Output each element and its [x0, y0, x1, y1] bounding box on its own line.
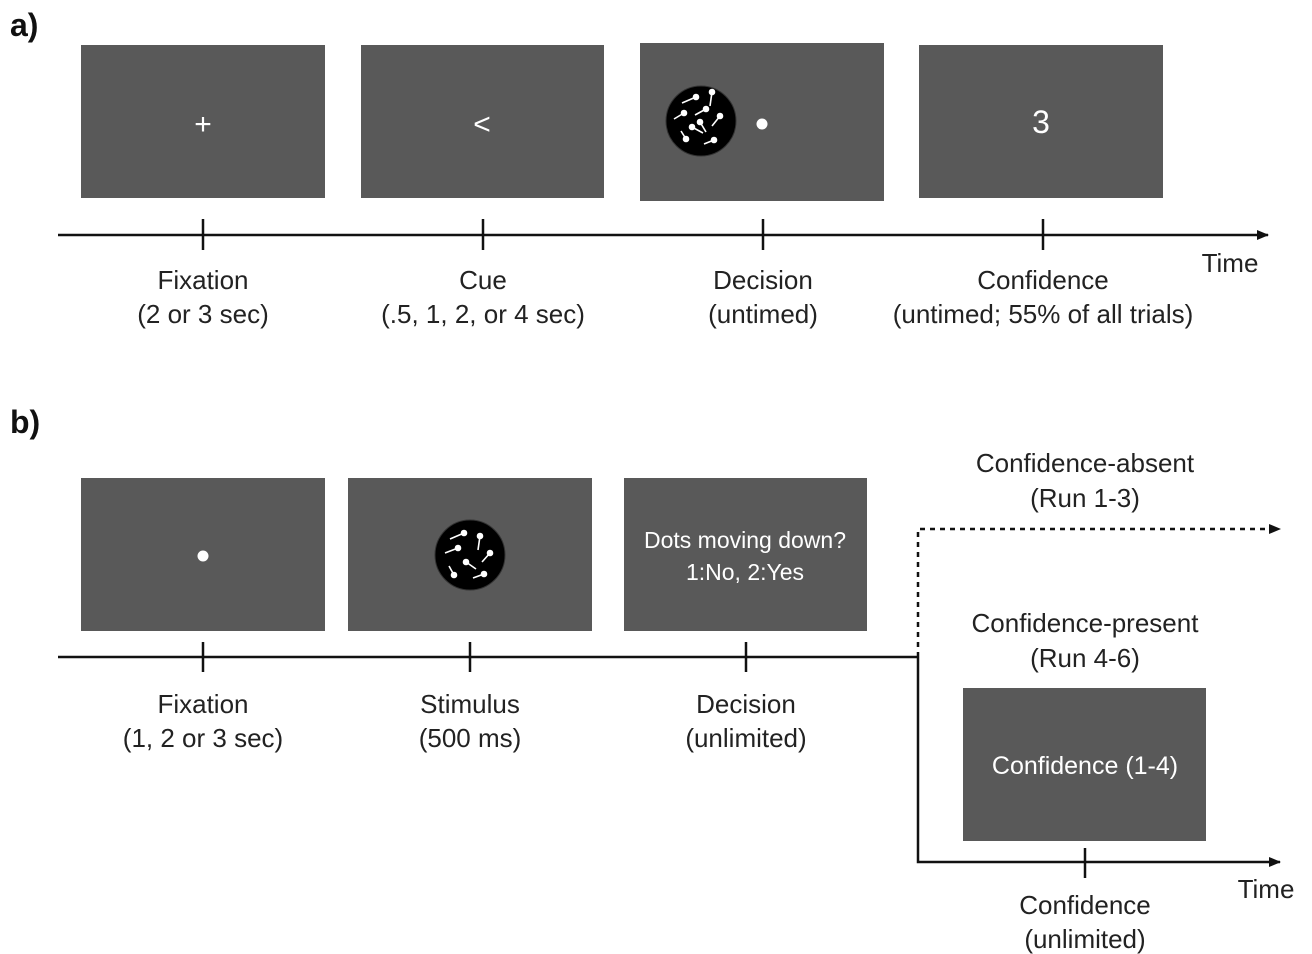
decision-options: 1:No, 2:Yes [686, 559, 804, 585]
event-title: Fixation [157, 689, 248, 719]
event-duration: (untimed; 55% of all trials) [893, 299, 1194, 329]
branch-absent-title: Confidence-absent [976, 448, 1195, 478]
decision-screen [624, 478, 867, 631]
event-duration: (2 or 3 sec) [137, 299, 269, 329]
fixation-screen [81, 45, 325, 198]
time-label-a: Time [1202, 248, 1259, 278]
cue-arrow: < [473, 108, 491, 141]
confidence-absent-branch [916, 524, 1281, 657]
confidence-event-duration: (unlimited) [1024, 924, 1145, 954]
panel-a-label: a) [10, 7, 38, 43]
decision-question: Dots moving down? [644, 527, 846, 553]
fixation-cross: + [194, 108, 212, 141]
event-duration: (unlimited) [685, 723, 806, 753]
event-title: Decision [713, 265, 813, 295]
time-label-b: Time [1238, 874, 1295, 904]
confidence-rating: 3 [1032, 104, 1050, 140]
confidence-present-branch [916, 657, 1281, 867]
event-title: Decision [696, 689, 796, 719]
event-title: Fixation [157, 265, 248, 295]
branch-present-title: Confidence-present [972, 608, 1200, 638]
event-duration: (1, 2 or 3 sec) [123, 723, 283, 753]
event-duration: (500 ms) [419, 723, 522, 753]
random-dot-motion-stimulus [434, 519, 506, 591]
branch-absent-runs: (Run 1-3) [1030, 483, 1140, 513]
panel-b-label: b) [10, 404, 40, 440]
confidence-event-title: Confidence [1019, 890, 1151, 920]
event-duration: (untimed) [708, 299, 818, 329]
event-duration: (.5, 1, 2, or 4 sec) [381, 299, 585, 329]
confidence-screen [919, 45, 1163, 198]
branch-present-runs: (Run 4-6) [1030, 643, 1140, 673]
cue-screen [361, 45, 604, 198]
event-title: Confidence [977, 265, 1109, 295]
confidence-prompt: Confidence (1-4) [992, 752, 1178, 780]
event-title: Stimulus [420, 689, 520, 719]
fixation-dot [197, 550, 209, 562]
confidence-screen [963, 688, 1206, 841]
event-title: Cue [459, 265, 507, 295]
random-dot-motion-stimulus [665, 85, 737, 157]
fixation-dot [756, 118, 768, 130]
